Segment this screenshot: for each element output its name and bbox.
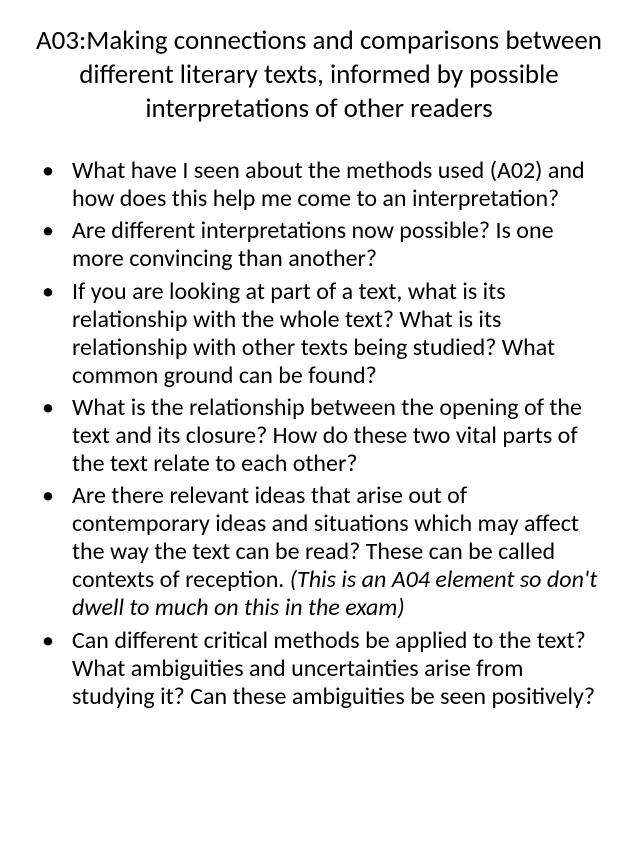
list-item: If you are looking at part of a text, wh… — [42, 278, 610, 390]
list-item: Are there relevant ideas that arise out … — [42, 482, 610, 622]
list-item: What is the relationship between the ope… — [42, 394, 610, 478]
slide-title: A03:Making connections and comparisons b… — [28, 24, 610, 125]
list-item: Are different interpretations now possib… — [42, 217, 610, 273]
list-item: What have I seen about the methods used … — [42, 157, 610, 213]
bullet-text: What is the relationship between the ope… — [72, 393, 582, 478]
bullet-text: If you are looking at part of a text, wh… — [72, 277, 555, 390]
bullet-text: Can different critical methods be applie… — [72, 626, 595, 711]
bullet-list: What have I seen about the methods used … — [28, 157, 610, 710]
bullet-text: What have I seen about the methods used … — [72, 156, 585, 213]
list-item: Can different critical methods be applie… — [42, 627, 610, 711]
bullet-text: Are different interpretations now possib… — [72, 216, 554, 273]
